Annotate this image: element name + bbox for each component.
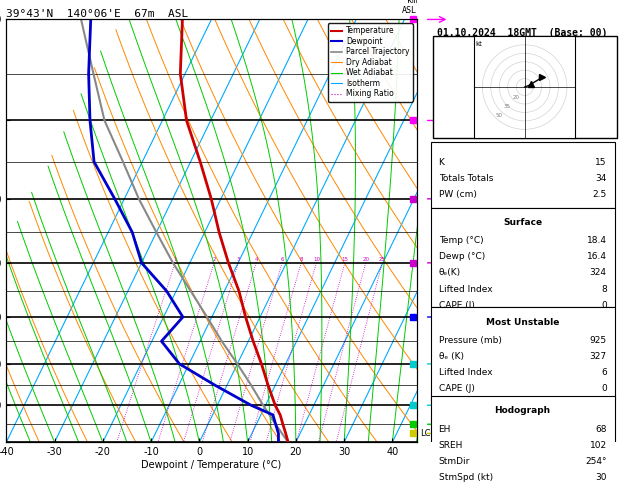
Text: 34: 34 — [595, 174, 607, 183]
Text: LCL: LCL — [421, 429, 436, 438]
Text: 15: 15 — [595, 158, 607, 167]
Text: 0: 0 — [601, 301, 607, 310]
Text: StmSpd (kt): StmSpd (kt) — [438, 473, 493, 482]
Text: 254°: 254° — [585, 457, 607, 466]
Text: SREH: SREH — [438, 441, 463, 450]
Text: 0: 0 — [601, 400, 607, 409]
Text: 35: 35 — [504, 104, 511, 109]
Text: 8: 8 — [601, 284, 607, 294]
Text: km
ASL: km ASL — [401, 0, 416, 15]
Text: 3: 3 — [237, 257, 240, 262]
Bar — [431, 208, 615, 307]
Text: CIN (J): CIN (J) — [438, 400, 467, 409]
Text: CIN (J): CIN (J) — [438, 317, 467, 326]
Text: 0: 0 — [601, 384, 607, 393]
Text: CAPE (J): CAPE (J) — [438, 301, 474, 310]
Bar — [431, 142, 615, 208]
Text: 16.4: 16.4 — [587, 252, 607, 261]
Text: CAPE (J): CAPE (J) — [438, 384, 474, 393]
Bar — [433, 36, 616, 138]
Text: θₑ(K): θₑ(K) — [438, 268, 460, 278]
Text: 20: 20 — [513, 95, 520, 100]
Text: 68: 68 — [595, 424, 607, 434]
Text: 2: 2 — [213, 257, 216, 262]
Text: 50: 50 — [495, 113, 502, 118]
Text: 102: 102 — [589, 441, 607, 450]
Bar — [431, 307, 615, 400]
Text: 327: 327 — [589, 352, 607, 361]
Text: Surface: Surface — [503, 218, 542, 227]
Text: 8: 8 — [299, 257, 303, 262]
Text: θₑ (K): θₑ (K) — [438, 352, 464, 361]
Text: 1: 1 — [174, 257, 177, 262]
Text: Dewp (°C): Dewp (°C) — [438, 252, 485, 261]
Text: 4: 4 — [254, 257, 258, 262]
Text: K: K — [438, 158, 445, 167]
Text: 18.4: 18.4 — [587, 236, 607, 245]
Text: Lifted Index: Lifted Index — [438, 284, 493, 294]
Text: 15: 15 — [342, 257, 348, 262]
Text: Most Unstable: Most Unstable — [486, 317, 559, 327]
Text: 0: 0 — [601, 317, 607, 326]
Text: Temp (°C): Temp (°C) — [438, 236, 483, 245]
Bar — [431, 396, 615, 485]
Legend: Temperature, Dewpoint, Parcel Trajectory, Dry Adiabat, Wet Adiabat, Isotherm, Mi: Temperature, Dewpoint, Parcel Trajectory… — [328, 23, 413, 102]
Text: Pressure (mb): Pressure (mb) — [438, 336, 501, 345]
Text: 25: 25 — [379, 257, 386, 262]
Text: 01.10.2024  18GMT  (Base: 00): 01.10.2024 18GMT (Base: 00) — [438, 28, 608, 38]
Text: Lifted Index: Lifted Index — [438, 368, 493, 377]
Text: 6: 6 — [601, 368, 607, 377]
Text: 6: 6 — [281, 257, 284, 262]
Text: 10: 10 — [313, 257, 320, 262]
Text: PW (cm): PW (cm) — [438, 190, 477, 199]
Text: 20: 20 — [362, 257, 369, 262]
Text: kt: kt — [476, 41, 482, 47]
Text: Totals Totals: Totals Totals — [438, 174, 493, 183]
Text: 2.5: 2.5 — [593, 190, 607, 199]
Text: StmDir: StmDir — [438, 457, 470, 466]
X-axis label: Dewpoint / Temperature (°C): Dewpoint / Temperature (°C) — [142, 460, 282, 470]
Text: EH: EH — [438, 424, 451, 434]
Text: 30: 30 — [595, 473, 607, 482]
Text: Hodograph: Hodograph — [494, 406, 551, 416]
Text: 39°43'N  140°06'E  67m  ASL: 39°43'N 140°06'E 67m ASL — [6, 9, 189, 18]
Text: 324: 324 — [590, 268, 607, 278]
Text: 925: 925 — [589, 336, 607, 345]
